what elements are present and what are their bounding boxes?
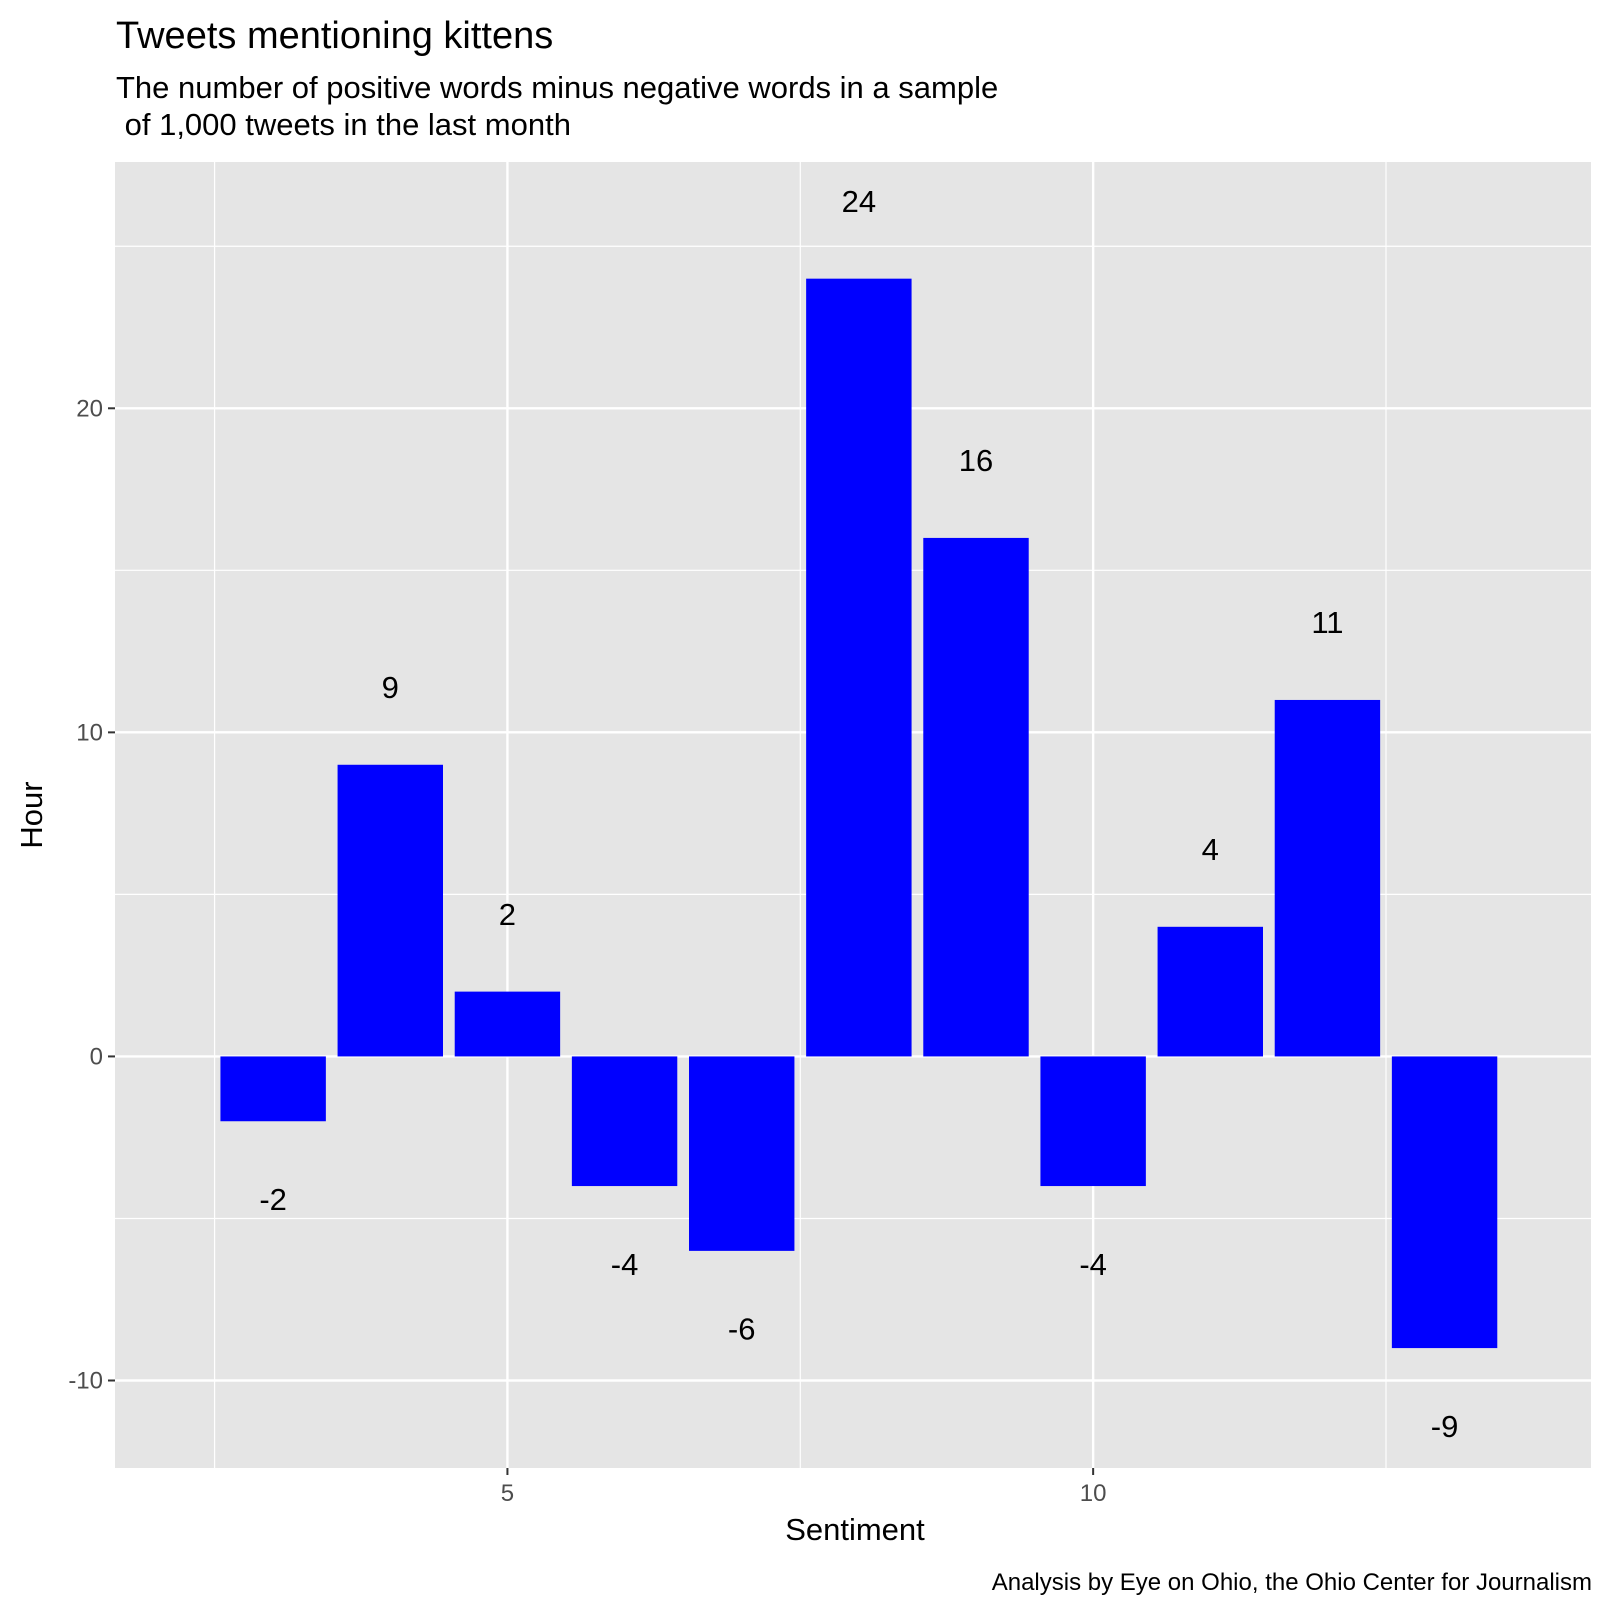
bar bbox=[1157, 926, 1263, 1057]
x-axis-label: Sentiment bbox=[785, 1512, 925, 1547]
y-axis-label: Hour bbox=[14, 781, 49, 848]
chart-title: Tweets mentioning kittens bbox=[116, 15, 553, 57]
bar-value-label: -4 bbox=[611, 1247, 639, 1282]
bar-value-label: 16 bbox=[959, 443, 993, 478]
bar bbox=[1040, 1056, 1146, 1187]
bar bbox=[454, 991, 561, 1057]
bar bbox=[923, 537, 1029, 1057]
bar-value-label: 24 bbox=[842, 184, 876, 219]
bar-value-label: -6 bbox=[728, 1312, 756, 1347]
bar-value-label: -2 bbox=[259, 1182, 287, 1217]
x-tick-label: 10 bbox=[1080, 1480, 1107, 1507]
y-tick-label: 10 bbox=[76, 719, 103, 746]
bar bbox=[220, 1056, 326, 1122]
bar bbox=[689, 1056, 795, 1251]
bar bbox=[1391, 1056, 1498, 1349]
y-tick-label: 0 bbox=[90, 1043, 103, 1070]
bar bbox=[806, 278, 912, 1057]
bar-value-label: -9 bbox=[1431, 1409, 1459, 1444]
data-labels: -2 9 2 -4 -6 24 16 -4 4 11 -9 bbox=[259, 184, 1458, 1444]
bar bbox=[571, 1056, 678, 1187]
bar-value-label: 4 bbox=[1202, 832, 1219, 867]
bar-value-label: -4 bbox=[1079, 1247, 1107, 1282]
bar bbox=[1274, 699, 1381, 1057]
y-tick-label: 20 bbox=[76, 395, 103, 422]
x-tick-label: 5 bbox=[501, 1480, 514, 1507]
x-axis-ticks: 5 10 bbox=[501, 1468, 1107, 1507]
y-axis-ticks: -10 0 10 20 bbox=[68, 395, 115, 1395]
bar-value-label: 2 bbox=[499, 897, 516, 932]
bars bbox=[220, 278, 1498, 1349]
chart-subtitle-line-1: The number of positive words minus negat… bbox=[116, 70, 998, 105]
bar-value-label: 9 bbox=[382, 670, 399, 705]
chart-caption: Analysis by Eye on Ohio, the Ohio Center… bbox=[992, 1569, 1592, 1596]
chart-subtitle-line-2: of 1,000 tweets in the last month bbox=[116, 107, 571, 142]
bar bbox=[337, 764, 443, 1057]
bar-value-label: 11 bbox=[1311, 605, 1343, 640]
y-tick-label: -10 bbox=[68, 1368, 103, 1395]
